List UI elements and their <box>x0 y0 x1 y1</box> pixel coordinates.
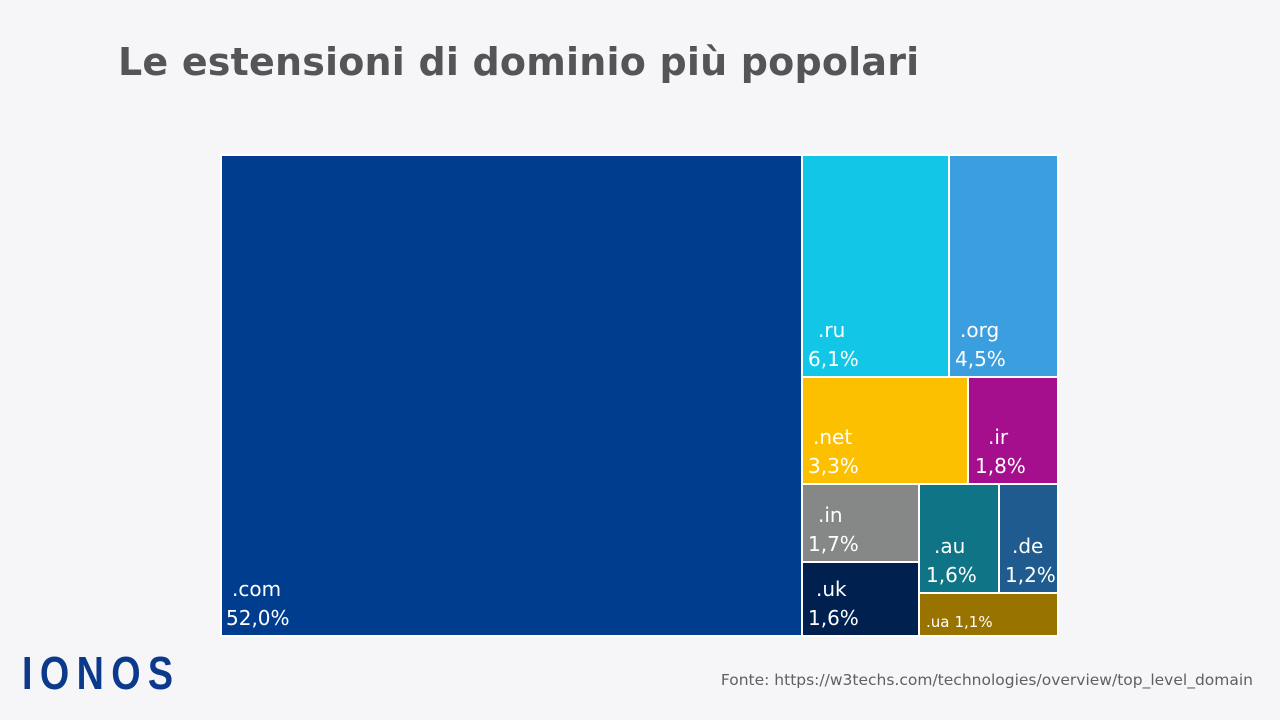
tile-de: .de 1,2% <box>998 483 1059 594</box>
tile-rect-net <box>801 376 969 485</box>
tile-uk: .uk 1,6% <box>801 561 920 637</box>
tile-label-ru: .ru <box>818 318 845 342</box>
tile-label-com: .com <box>232 577 281 601</box>
ionos-logo: IONOS <box>22 647 181 699</box>
tile-ir: .ir 1,8% <box>967 376 1059 485</box>
tile-label-net: .net <box>813 425 852 449</box>
tile-com: .com 52,0% <box>220 154 803 637</box>
tile-rect-org <box>948 154 1059 378</box>
tile-value-de: 1,2% <box>1005 563 1056 587</box>
tile-rect-ru <box>801 154 950 378</box>
tile-value-ir: 1,8% <box>975 454 1026 478</box>
tile-value-ru: 6,1% <box>808 347 859 371</box>
tile-label-de: .de <box>1012 534 1043 558</box>
tile-rect-ua <box>918 592 1059 637</box>
tile-value-uk: 1,6% <box>808 606 859 630</box>
tile-ru: .ru 6,1% <box>801 154 950 378</box>
tile-ua: .ua 1,1% <box>918 592 1059 637</box>
tile-rect-uk <box>801 561 920 637</box>
tile-rect-ir <box>967 376 1059 485</box>
tile-label-uk: .uk <box>816 577 847 601</box>
source-citation: Fonte: https://w3techs.com/technologies/… <box>720 671 1253 689</box>
tile-value-org: 4,5% <box>955 347 1006 371</box>
tile-net: .net 3,3% <box>801 376 969 485</box>
tile-label-ua: .ua 1,1% <box>926 613 993 631</box>
tile-value-au: 1,6% <box>926 563 977 587</box>
tile-au: .au 1,6% <box>918 483 1000 594</box>
tile-label-au: .au <box>934 534 965 558</box>
tile-value-com: 52,0% <box>226 606 290 630</box>
tile-value-in: 1,7% <box>808 532 859 556</box>
tile-org: .org 4,5% <box>948 154 1059 378</box>
tile-label-in: .in <box>818 503 843 527</box>
tile-value-net: 3,3% <box>808 454 859 478</box>
tile-in: .in 1,7% <box>801 483 920 563</box>
tile-rect-com <box>220 154 803 637</box>
chart-title: Le estensioni di dominio più popolari <box>118 40 920 84</box>
tile-label-ir: .ir <box>988 425 1009 449</box>
tile-rect-in <box>801 483 920 563</box>
tile-label-org: .org <box>960 318 999 342</box>
